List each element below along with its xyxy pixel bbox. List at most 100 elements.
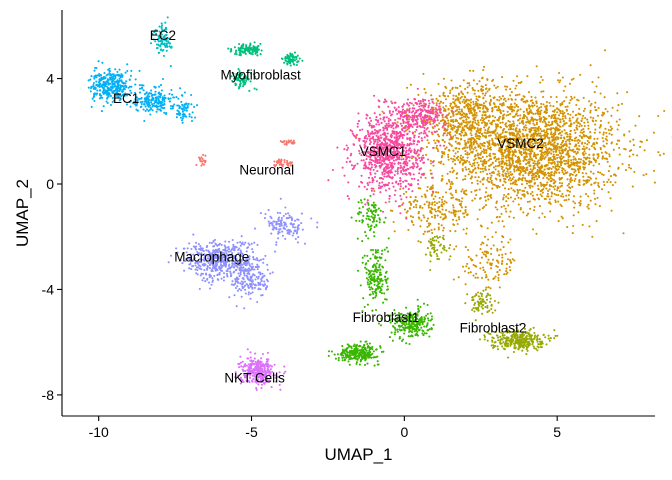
data-point xyxy=(442,77,445,80)
data-point xyxy=(381,163,384,166)
data-point xyxy=(593,142,596,146)
data-point xyxy=(541,191,544,194)
data-point xyxy=(517,158,520,161)
data-point xyxy=(499,248,502,251)
data-point xyxy=(377,138,380,141)
data-point xyxy=(590,102,593,105)
data-point xyxy=(576,148,579,151)
data-point xyxy=(512,115,515,119)
data-point xyxy=(494,160,497,163)
data-point xyxy=(555,193,558,196)
data-point xyxy=(474,171,478,174)
data-point xyxy=(370,124,373,127)
data-point xyxy=(505,145,508,148)
data-point xyxy=(382,350,385,353)
data-point xyxy=(462,98,465,101)
data-point xyxy=(531,190,534,194)
data-point xyxy=(494,275,497,278)
data-point xyxy=(430,315,434,318)
data-point xyxy=(464,192,467,195)
data-point xyxy=(580,124,583,127)
data-point xyxy=(441,201,444,204)
data-point xyxy=(585,179,589,182)
data-point xyxy=(437,226,440,229)
data-point xyxy=(429,319,432,322)
data-point xyxy=(435,108,438,111)
data-point xyxy=(453,125,457,128)
data-point xyxy=(473,105,476,108)
data-point xyxy=(517,81,520,84)
data-point xyxy=(494,123,497,126)
data-point xyxy=(523,152,526,155)
data-point xyxy=(426,139,429,142)
data-point xyxy=(372,350,375,353)
data-point xyxy=(507,113,510,116)
data-point xyxy=(470,165,474,168)
data-point xyxy=(511,173,514,176)
data-point xyxy=(395,130,398,133)
data-point xyxy=(505,159,508,162)
data-point xyxy=(437,150,440,153)
data-point xyxy=(432,164,435,167)
data-point xyxy=(583,124,586,127)
data-point xyxy=(420,137,423,140)
data-point xyxy=(447,124,450,127)
data-point xyxy=(534,132,537,135)
data-point xyxy=(505,164,508,167)
data-point xyxy=(582,179,585,182)
data-point xyxy=(543,129,546,132)
data-point xyxy=(530,140,534,143)
data-point xyxy=(551,136,555,139)
data-point xyxy=(411,114,414,117)
data-point xyxy=(416,324,419,327)
data-point xyxy=(396,138,400,141)
data-point xyxy=(484,168,487,171)
data-point xyxy=(350,352,354,355)
data-point xyxy=(418,140,421,143)
data-point xyxy=(590,183,593,186)
data-point xyxy=(508,106,512,109)
data-point xyxy=(552,155,555,158)
data-point xyxy=(468,144,471,147)
data-point xyxy=(531,228,535,231)
data-point xyxy=(509,177,512,180)
data-point xyxy=(429,112,432,115)
data-point xyxy=(373,226,376,229)
data-point xyxy=(569,177,573,180)
data-point xyxy=(550,192,554,195)
data-point xyxy=(408,137,411,140)
data-point xyxy=(368,272,371,275)
data-point xyxy=(594,148,597,151)
data-point xyxy=(473,197,476,200)
data-point xyxy=(508,215,511,218)
data-point xyxy=(451,204,455,207)
data-point xyxy=(513,106,516,109)
data-point xyxy=(461,147,464,150)
data-point xyxy=(578,179,581,182)
data-point xyxy=(468,82,471,85)
data-point xyxy=(522,159,525,163)
data-point xyxy=(553,147,556,150)
data-point xyxy=(382,126,385,129)
data-point xyxy=(407,188,410,191)
data-point xyxy=(600,151,603,154)
data-point xyxy=(372,292,375,295)
data-point xyxy=(462,228,465,231)
data-point xyxy=(441,178,444,181)
data-point xyxy=(605,158,609,161)
data-point xyxy=(366,199,369,202)
data-point xyxy=(420,131,423,134)
data-point xyxy=(351,130,354,133)
data-point xyxy=(538,115,541,118)
data-point xyxy=(475,100,478,103)
data-point xyxy=(412,120,415,123)
data-point xyxy=(475,98,478,101)
data-point xyxy=(513,190,516,193)
data-point xyxy=(423,216,426,219)
data-point xyxy=(577,171,580,174)
data-point xyxy=(518,122,521,125)
data-point xyxy=(399,162,402,165)
data-point xyxy=(477,164,480,167)
data-point xyxy=(406,98,410,101)
data-point xyxy=(465,168,468,171)
